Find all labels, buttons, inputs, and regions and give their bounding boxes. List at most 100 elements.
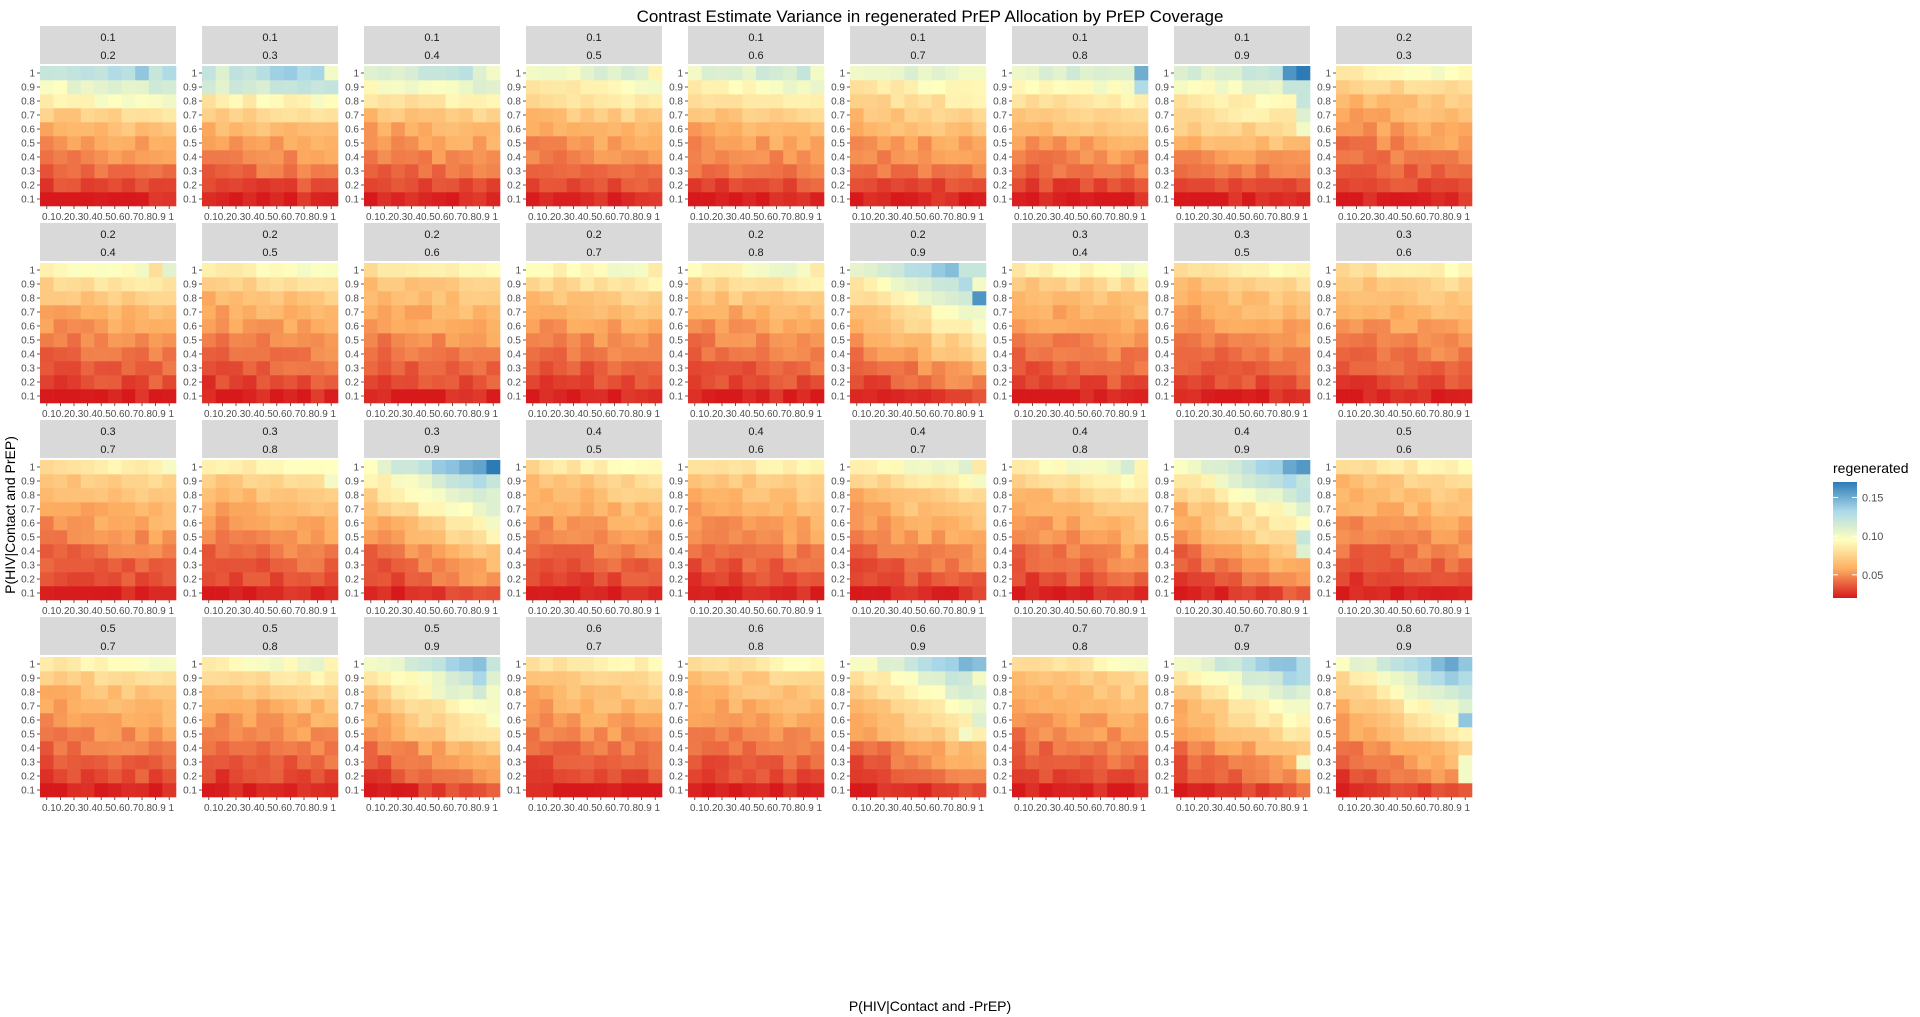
facet-panel: 0.20.90.10.20.30.40.50.60.70.80.910.10.2… <box>831 223 987 420</box>
heatmap-cell <box>904 572 919 587</box>
heatmap-cell <box>202 108 216 123</box>
heatmap-cell <box>688 530 702 545</box>
heatmap-cell <box>810 474 825 489</box>
heatmap-cell <box>297 108 312 123</box>
heatmap-cell <box>958 586 973 601</box>
heatmap-cell <box>135 192 150 207</box>
heatmap-cell <box>594 319 608 334</box>
heatmap-cell <box>1431 530 1446 545</box>
heatmap-cell <box>1228 305 1243 320</box>
heatmap-cell <box>1012 178 1026 193</box>
heatmap-cell <box>1052 586 1067 601</box>
heatmap-cell <box>202 530 216 545</box>
heatmap-cell <box>162 80 177 95</box>
y-tick-label: 0.5 <box>669 730 683 741</box>
heatmap-cell <box>215 544 230 559</box>
heatmap-cell <box>324 108 339 123</box>
heatmap-cell <box>80 277 95 292</box>
heatmap-cell <box>904 319 919 334</box>
heatmap-cell <box>445 671 460 686</box>
facet-panel: 0.60.90.10.20.30.40.50.60.70.80.910.10.2… <box>831 617 987 814</box>
heatmap-cell <box>310 713 325 728</box>
heatmap-cell <box>1376 699 1391 714</box>
heatmap-cell <box>1417 347 1432 362</box>
y-tick-label: 0.9 <box>183 280 197 291</box>
heatmap-cell <box>148 572 163 587</box>
y-tick-label: 0.4 <box>669 350 683 361</box>
facet-strip <box>40 617 176 655</box>
heatmap-cell <box>850 544 864 559</box>
heatmap-cell <box>445 783 460 798</box>
heatmap-cell <box>1012 347 1026 362</box>
y-tick-label: 0.8 <box>183 294 197 305</box>
heatmap-cell <box>890 741 905 756</box>
heatmap-cell <box>1107 530 1122 545</box>
heatmap-cell <box>1201 361 1216 376</box>
heatmap-cell <box>256 558 271 573</box>
heatmap-cell <box>904 741 919 756</box>
heatmap-cell <box>391 741 406 756</box>
heatmap-cell <box>621 783 636 798</box>
heatmap-cell <box>1187 544 1202 559</box>
heatmap-cell <box>742 277 757 292</box>
heatmap-cell <box>432 94 446 109</box>
heatmap-cell <box>283 375 298 390</box>
heatmap-cell <box>297 136 312 151</box>
y-tick-label: 0.2 <box>831 378 845 389</box>
heatmap-cell <box>472 727 487 742</box>
heatmap-cell <box>1363 586 1378 601</box>
heatmap-cell <box>526 122 540 137</box>
heatmap-cell <box>418 375 433 390</box>
heatmap-cell <box>1242 699 1256 714</box>
y-tick-label: 0.9 <box>993 280 1007 291</box>
facet-strip <box>364 26 500 64</box>
heatmap-cell <box>1390 769 1405 784</box>
heatmap-cell <box>688 277 702 292</box>
heatmap-cell <box>958 178 973 193</box>
heatmap-cell <box>404 460 419 475</box>
heatmap-cell <box>1052 66 1067 81</box>
heatmap-cell <box>1242 713 1256 728</box>
heatmap-cell <box>715 94 730 109</box>
heatmap-cell <box>1039 558 1054 573</box>
heatmap-cell <box>566 361 581 376</box>
heatmap-cell <box>742 755 757 770</box>
heatmap-cell <box>945 80 960 95</box>
heatmap-cell <box>67 94 82 109</box>
heatmap-cell <box>1296 516 1311 531</box>
heatmap-cell <box>1242 741 1256 756</box>
heatmap-cell <box>1404 178 1418 193</box>
heatmap-cell <box>958 502 973 517</box>
y-tick-label: 1 <box>515 266 521 277</box>
heatmap-cell <box>1066 516 1081 531</box>
heatmap-cell <box>918 375 932 390</box>
heatmap-cell <box>445 460 460 475</box>
heatmap-cell <box>486 502 501 517</box>
heatmap-cell <box>418 150 433 165</box>
heatmap-cell <box>634 94 649 109</box>
heatmap-cell <box>1201 66 1216 81</box>
heatmap-cell <box>67 136 82 151</box>
heatmap-cell <box>972 769 987 784</box>
heatmap-cell <box>890 389 905 404</box>
heatmap-cell <box>918 192 932 207</box>
heatmap-cell <box>108 136 122 151</box>
heatmap-cell <box>459 192 474 207</box>
heatmap-cell <box>229 375 244 390</box>
facet-label-top: 0.2 <box>424 229 439 241</box>
y-tick-label: 0.5 <box>669 139 683 150</box>
heatmap-cell <box>270 699 284 714</box>
heatmap-cell <box>1080 685 1094 700</box>
heatmap-cell <box>121 347 136 362</box>
heatmap-cell <box>1417 319 1432 334</box>
heatmap-cell <box>1025 389 1040 404</box>
heatmap-cell <box>283 66 298 81</box>
heatmap-cell <box>445 136 460 151</box>
heatmap-cell <box>539 713 554 728</box>
heatmap-cell <box>418 66 433 81</box>
heatmap-cell <box>877 333 892 348</box>
heatmap-cell <box>418 530 433 545</box>
heatmap-cell <box>1134 783 1149 798</box>
y-tick-label: 0.5 <box>183 730 197 741</box>
facet-label-top: 0.5 <box>100 623 115 635</box>
